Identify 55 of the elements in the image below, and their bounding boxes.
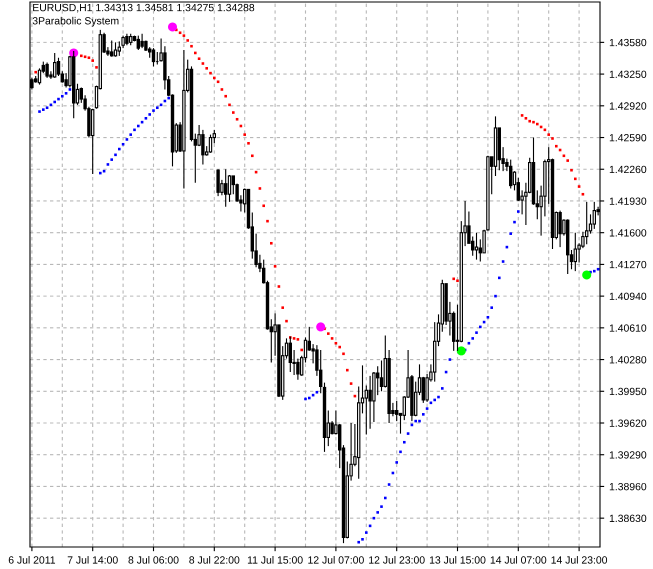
candlestick <box>91 108 94 175</box>
x-tick-label: 7 Jul 14:00 <box>68 556 118 564</box>
candlestick <box>53 52 56 78</box>
candlestick <box>585 201 588 245</box>
candlestick <box>140 33 144 49</box>
y-tick-label: 1.38960 <box>610 482 646 490</box>
y-tick-label: 1.39950 <box>610 388 646 396</box>
x-tick-label: 11 Jul 15:00 <box>248 556 303 564</box>
candlestick <box>201 129 205 165</box>
x-tick-label: 13 Jul 15:00 <box>430 556 486 564</box>
chart-title: EURUSD,H1 1.34313 1.34581 1.34275 1.34288 <box>33 4 254 13</box>
point <box>168 22 177 32</box>
y-tick-label: 1.42260 <box>610 166 646 174</box>
y-tick-label: 1.41270 <box>610 260 646 268</box>
y-tick-label: 1.40280 <box>610 356 646 364</box>
y-tick-label: 1.41930 <box>610 197 646 205</box>
candlestick <box>45 62 49 78</box>
candlestick <box>182 50 186 190</box>
candlestick <box>592 201 596 230</box>
x-tick-label: 6 Jul 2011 <box>8 556 56 564</box>
candlestick <box>558 210 562 248</box>
x-tick-label: 14 Jul 23:00 <box>552 556 608 564</box>
candlestick <box>574 232 577 272</box>
x-tick-label: 12 Jul 23:00 <box>369 556 425 564</box>
x-tick-label: 12 Jul 07:00 <box>308 556 364 564</box>
candlestick <box>152 48 156 67</box>
x-tick-label: 8 Jul 06:00 <box>128 556 179 564</box>
candlestick <box>566 218 570 275</box>
point <box>456 346 466 356</box>
candlestick <box>136 35 140 51</box>
y-tick-label: 1.42590 <box>610 134 646 142</box>
candlestick <box>474 232 478 260</box>
point <box>316 322 326 332</box>
candlestick <box>129 33 132 46</box>
candlestick <box>72 50 76 119</box>
y-tick-label: 1.42920 <box>610 102 646 110</box>
y-tick-label: 1.41600 <box>610 229 646 237</box>
y-tick-label: 1.39290 <box>610 451 646 459</box>
x-tick-label: 14 Jul 07:00 <box>490 556 546 564</box>
candlestick <box>216 168 220 197</box>
candlestick <box>125 33 129 46</box>
y-tick-label: 1.43250 <box>610 70 646 78</box>
candlestick <box>208 134 212 154</box>
candlestick <box>509 159 512 190</box>
x-tick-label: 8 Jul 22:00 <box>189 556 240 564</box>
y-tick-label: 1.39620 <box>610 420 646 427</box>
candlestick <box>224 168 228 208</box>
point <box>582 270 592 280</box>
y-tick-label: 1.38630 <box>610 514 646 522</box>
y-tick-label: 1.43580 <box>610 38 646 46</box>
y-tick-label: 1.40940 <box>610 292 646 300</box>
candlestick <box>110 40 114 58</box>
candlestick <box>114 42 118 58</box>
y-tick-label: 1.40610 <box>610 324 646 332</box>
text: 3Parabolic System <box>32 16 118 27</box>
